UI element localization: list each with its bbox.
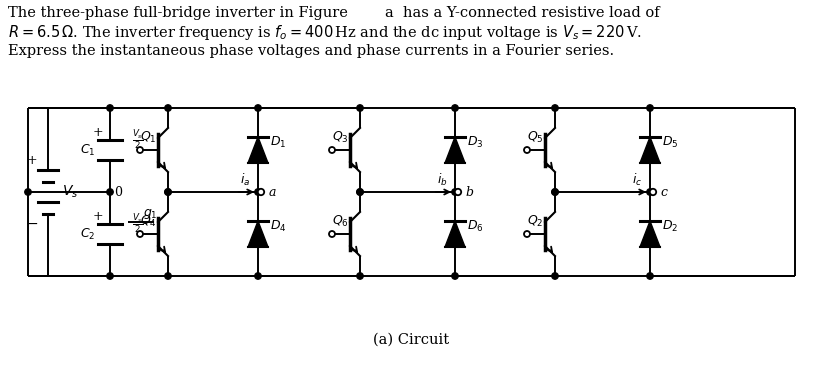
Circle shape <box>137 231 143 237</box>
Text: $Q_{2}$: $Q_{2}$ <box>527 213 544 229</box>
Text: $i_a$: $i_a$ <box>240 172 250 188</box>
Circle shape <box>357 273 363 279</box>
Text: $g_1$: $g_1$ <box>143 207 158 221</box>
Text: $D_{3}$: $D_{3}$ <box>467 134 484 149</box>
Text: $C_2$: $C_2$ <box>80 226 96 242</box>
Text: $i_b$: $i_b$ <box>437 172 447 188</box>
Circle shape <box>165 273 172 279</box>
Text: a: a <box>268 185 276 198</box>
Circle shape <box>552 189 558 195</box>
Circle shape <box>107 105 113 111</box>
Circle shape <box>357 189 363 195</box>
Circle shape <box>165 189 172 195</box>
Polygon shape <box>445 137 465 163</box>
Text: $Q_{4}$: $Q_{4}$ <box>140 213 157 229</box>
Circle shape <box>107 189 113 195</box>
Text: +: + <box>27 154 37 166</box>
Text: b: b <box>465 185 473 198</box>
Text: $D_{4}$: $D_{4}$ <box>269 218 287 233</box>
Circle shape <box>165 105 172 111</box>
Polygon shape <box>445 221 465 247</box>
Circle shape <box>524 231 530 237</box>
Circle shape <box>258 189 264 195</box>
Text: $Q_{3}$: $Q_{3}$ <box>332 130 348 145</box>
Circle shape <box>647 105 654 111</box>
Text: +: + <box>93 209 103 222</box>
Circle shape <box>455 189 461 195</box>
Polygon shape <box>248 221 268 247</box>
Circle shape <box>524 147 530 153</box>
Text: $D_{2}$: $D_{2}$ <box>662 218 678 233</box>
Text: The three-phase full-bridge inverter in Figure: The three-phase full-bridge inverter in … <box>8 6 348 20</box>
Circle shape <box>357 105 363 111</box>
Polygon shape <box>248 137 268 163</box>
Text: $R = 6.5\,\Omega$. The inverter frequency is $f_o = 400\,$Hz and the dc input vo: $R = 6.5\,\Omega$. The inverter frequenc… <box>8 23 642 41</box>
Circle shape <box>165 189 172 195</box>
Circle shape <box>25 189 31 195</box>
Text: Express the instantaneous phase voltages and phase currents in a Fourier series.: Express the instantaneous phase voltages… <box>8 44 614 58</box>
Circle shape <box>452 273 458 279</box>
Circle shape <box>255 273 261 279</box>
Text: (a) Circuit: (a) Circuit <box>373 333 449 347</box>
Text: $Q_{1}$: $Q_{1}$ <box>140 130 156 145</box>
Text: $D_{1}$: $D_{1}$ <box>270 134 287 149</box>
Circle shape <box>452 189 458 195</box>
Text: a  has a Y-connected resistive load of: a has a Y-connected resistive load of <box>385 6 659 20</box>
Text: $V_s$: $V_s$ <box>62 184 78 200</box>
Text: c: c <box>661 185 667 198</box>
Circle shape <box>255 105 261 111</box>
Text: $i_c$: $i_c$ <box>632 172 642 188</box>
Circle shape <box>647 273 654 279</box>
Circle shape <box>329 231 335 237</box>
Text: $Q_{6}$: $Q_{6}$ <box>332 213 348 229</box>
Polygon shape <box>640 137 660 163</box>
Circle shape <box>649 189 656 195</box>
Text: 0: 0 <box>114 186 122 199</box>
Circle shape <box>552 105 558 111</box>
Text: $D_{5}$: $D_{5}$ <box>662 134 678 149</box>
Circle shape <box>452 105 458 111</box>
Circle shape <box>552 273 558 279</box>
Circle shape <box>137 147 143 153</box>
Text: $Q_{5}$: $Q_{5}$ <box>526 130 544 145</box>
Circle shape <box>107 273 113 279</box>
Text: −: − <box>26 217 38 231</box>
Polygon shape <box>640 221 660 247</box>
Circle shape <box>552 189 558 195</box>
Text: $\frac{V_s}{2}$: $\frac{V_s}{2}$ <box>132 212 144 236</box>
Circle shape <box>329 147 335 153</box>
Circle shape <box>647 189 654 195</box>
Text: $D_{6}$: $D_{6}$ <box>466 218 484 233</box>
Text: +: + <box>93 125 103 138</box>
Circle shape <box>255 189 261 195</box>
Text: $\frac{V_s}{2}$: $\frac{V_s}{2}$ <box>132 128 144 152</box>
Text: $C_1$: $C_1$ <box>80 142 96 158</box>
Circle shape <box>357 189 363 195</box>
